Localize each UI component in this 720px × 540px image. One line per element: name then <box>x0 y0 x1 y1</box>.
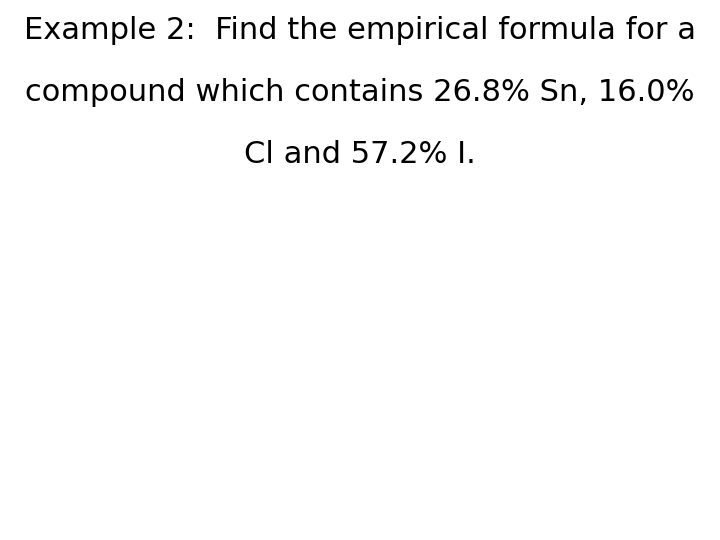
Text: compound which contains 26.8% Sn, 16.0%: compound which contains 26.8% Sn, 16.0% <box>25 78 695 107</box>
Text: Cl and 57.2% I.: Cl and 57.2% I. <box>244 140 476 170</box>
Text: Example 2:  Find the empirical formula for a: Example 2: Find the empirical formula fo… <box>24 16 696 45</box>
